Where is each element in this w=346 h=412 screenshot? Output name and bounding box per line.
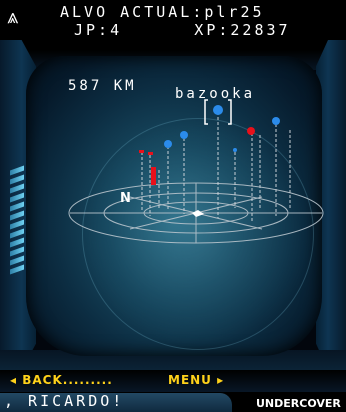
stats-line: JP:4 XP:22837: [74, 21, 291, 39]
menu-label: MENU: [168, 373, 212, 387]
compass-north-label: N: [120, 191, 131, 206]
radar-glow: [82, 118, 314, 350]
left-arrow-icon: ◂: [10, 373, 18, 387]
target-selector: [204, 99, 232, 125]
back-softkey[interactable]: ◂ BACK.........: [10, 373, 113, 387]
marker-blue-1: [164, 140, 172, 148]
marker-red-2: [148, 152, 153, 155]
marker-red-1: [139, 150, 144, 153]
marker-blue-2: [180, 131, 188, 139]
distance-readout: 587 KM: [68, 78, 137, 94]
ticker-strip: [0, 393, 232, 412]
brand-logo: UNDERCOVER: [256, 397, 341, 410]
marker-blue-dot: [233, 148, 237, 152]
radar-viewport: [26, 56, 322, 356]
chevrons-up-icon[interactable]: ⩓: [7, 4, 19, 28]
right-arrow-icon: ▸: [217, 373, 225, 387]
marker-stems: [141, 112, 291, 223]
ticker-message: , RICARDO!: [4, 392, 125, 410]
marker-blue-selected[interactable]: [213, 105, 223, 115]
red-markers: [139, 127, 255, 185]
marker-blue-3: [272, 117, 280, 125]
menu-softkey[interactable]: MENU ▸: [168, 373, 224, 387]
marker-red-ball: [247, 127, 255, 135]
selected-target-label: bazooka: [175, 86, 256, 102]
current-target-line: ALVO ACTUAL:plr25: [60, 3, 265, 21]
marker-red-bar: [151, 167, 156, 185]
blue-markers: [164, 105, 280, 152]
softkey-bar: [0, 370, 346, 392]
back-label: BACK.........: [22, 373, 113, 387]
player-position: [192, 210, 204, 217]
